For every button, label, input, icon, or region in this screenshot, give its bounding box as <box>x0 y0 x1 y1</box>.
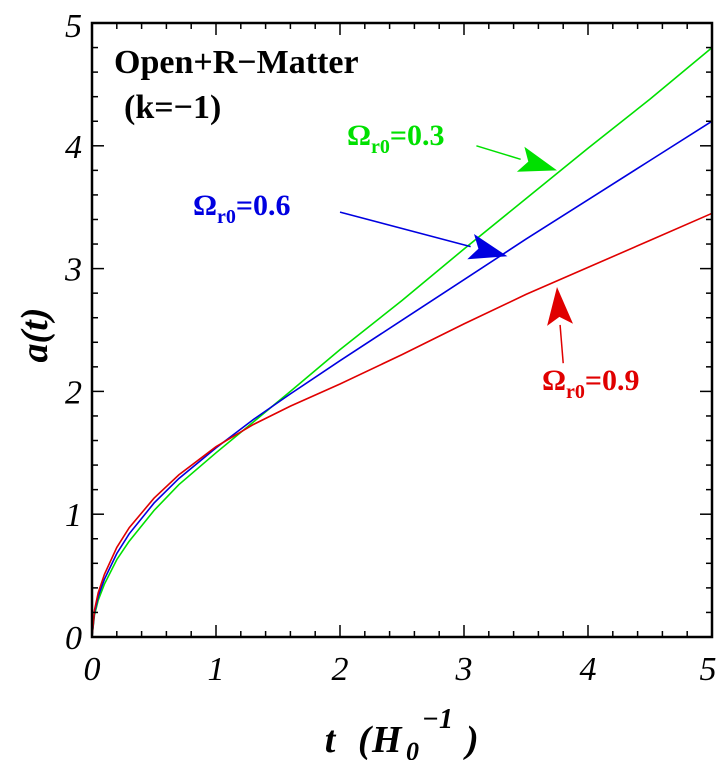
x-axis-label-paren-close: ) <box>463 719 479 760</box>
arrow-shaft-2 <box>559 324 564 364</box>
y-tick-label-2: 2 <box>65 374 82 411</box>
arrow-shaft-1 <box>339 211 471 248</box>
x-axis-label: t ( H 0 −1 ) <box>325 704 479 760</box>
series-label-symbol-1: Ω <box>193 189 217 222</box>
arrow-head-0 <box>516 146 557 172</box>
series-label-1: Ωr0=0.6 <box>193 189 291 228</box>
y-tick-label-5: 5 <box>65 8 82 45</box>
ticks <box>91 22 713 638</box>
series-label-value-0: =0.3 <box>390 119 445 152</box>
x-tick-label-4: 4 <box>580 651 597 688</box>
chart-subtitle: (k=−1) <box>124 89 221 126</box>
curves <box>91 46 713 638</box>
series-label-2: Ωr0=0.9 <box>542 364 640 403</box>
series-label-sub-0: r0 <box>371 136 390 158</box>
series-label-symbol-2: Ω <box>542 364 566 397</box>
plot-frame <box>90 21 714 639</box>
x-tick-label-5: 5 <box>700 651 717 688</box>
series-line-2 <box>91 212 713 638</box>
y-tick-label-3: 3 <box>64 252 82 289</box>
y-axis-label: a(t) <box>14 308 56 363</box>
series-label-symbol-0: Ω <box>347 119 371 152</box>
x-axis-label-main: t <box>325 719 337 760</box>
tick-labels: 0 1 2 3 4 5 0 1 2 3 4 5 <box>64 8 717 688</box>
x-axis-label-unit: H <box>371 719 403 760</box>
arrow-shaft-0 <box>476 145 521 161</box>
x-axis-label-unit-sup: −1 <box>422 704 453 735</box>
arrow-head-2 <box>547 287 573 326</box>
y-tick-label-0: 0 <box>65 620 82 657</box>
series-line-0 <box>91 46 713 638</box>
x-tick-label-0: 0 <box>84 651 101 688</box>
series-label-sub-2: r0 <box>566 381 585 403</box>
series-label-sub-1: r0 <box>217 206 236 228</box>
x-axis-label-paren-open: ( <box>358 719 373 760</box>
x-axis-label-unit-sub: 0 <box>406 737 419 760</box>
x-tick-label-3: 3 <box>455 651 473 688</box>
y-tick-label-1: 1 <box>65 497 82 534</box>
series-line-1 <box>91 120 713 638</box>
series-label-value-2: =0.9 <box>585 364 640 397</box>
y-tick-label-4: 4 <box>65 129 82 166</box>
arrow-head-1 <box>467 234 508 260</box>
series-label-0: Ωr0=0.3 <box>347 119 445 158</box>
chart-title: Open+R−Matter <box>114 44 359 81</box>
series-label-value-1: =0.6 <box>236 189 291 222</box>
x-tick-label-2: 2 <box>332 651 349 688</box>
x-tick-label-1: 1 <box>208 651 225 688</box>
